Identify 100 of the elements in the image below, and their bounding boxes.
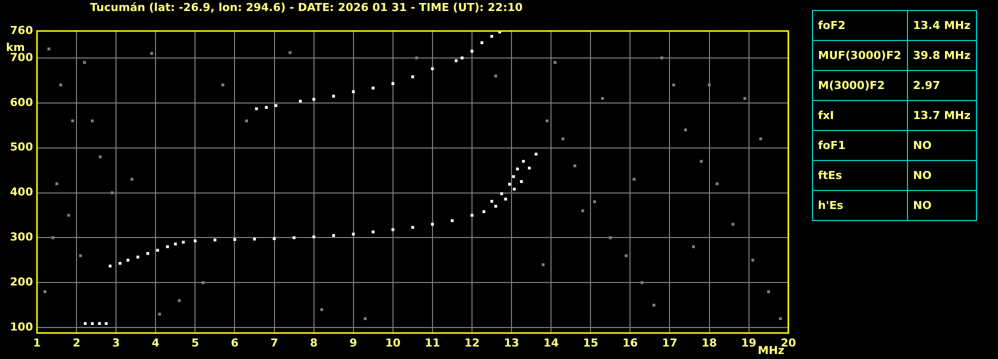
x-tick-label: 20 — [780, 336, 796, 350]
point — [352, 90, 355, 94]
point — [221, 84, 224, 86]
point — [512, 175, 515, 178]
point — [411, 75, 414, 78]
text: 39.8 MHz — [908, 40, 976, 70]
x-tick-label: 8 — [310, 336, 318, 350]
point — [43, 290, 46, 294]
text: M(3000)F2 — [812, 70, 908, 100]
point — [332, 94, 335, 98]
x-tick-label: 17 — [662, 336, 678, 350]
y-tick-label: 300 — [10, 230, 34, 244]
point — [640, 281, 644, 284]
x-tick-label: 16 — [622, 336, 638, 350]
x-tick-label: 4 — [152, 336, 160, 350]
x-tick-label: 2 — [72, 336, 80, 350]
point — [632, 178, 636, 181]
point — [743, 96, 746, 100]
point — [83, 61, 86, 64]
point — [500, 192, 504, 196]
point — [332, 234, 335, 237]
point — [482, 210, 486, 214]
point — [508, 182, 511, 186]
point — [214, 238, 216, 242]
point — [166, 245, 169, 248]
point — [516, 168, 519, 170]
point — [126, 258, 130, 262]
point — [364, 317, 367, 320]
point — [460, 56, 464, 60]
point — [372, 86, 375, 90]
point — [528, 166, 531, 170]
point — [692, 245, 695, 248]
point — [708, 84, 711, 86]
point — [779, 317, 782, 320]
point — [79, 254, 82, 258]
point — [450, 219, 454, 222]
point — [652, 304, 656, 307]
point — [767, 290, 770, 294]
point — [700, 160, 703, 163]
point — [233, 238, 236, 241]
point — [391, 228, 394, 232]
point — [480, 41, 484, 44]
point — [136, 256, 140, 258]
point — [194, 239, 197, 242]
point — [415, 56, 418, 60]
point — [490, 34, 494, 38]
point — [253, 238, 256, 240]
text: 13.7 MHz — [908, 100, 976, 130]
point — [150, 52, 154, 55]
point — [320, 308, 324, 312]
point — [494, 74, 498, 78]
x-tick-label: 18 — [702, 336, 717, 350]
point — [431, 222, 434, 226]
text: 2.97 — [908, 70, 976, 100]
point — [298, 100, 302, 103]
point — [59, 84, 62, 86]
text: 13.4 MHz — [908, 10, 976, 40]
point — [264, 106, 268, 109]
point — [391, 82, 394, 85]
point — [684, 128, 687, 132]
x-tick-label: 9 — [350, 336, 358, 350]
point — [47, 48, 50, 50]
point — [71, 119, 74, 122]
text: h'Es — [812, 190, 908, 220]
chart-title: Tucumán (lat: -26.9, lon: 294.6) - DATE: 2026 01 31 - TIME (UT): 22:10 — [90, 1, 523, 14]
point — [732, 222, 734, 226]
text: MUF(3000)F2 — [812, 40, 908, 70]
text: ftEs — [812, 160, 908, 190]
x-tick-label: 19 — [741, 336, 756, 350]
point — [759, 137, 762, 140]
y-tick-label: 500 — [10, 140, 34, 154]
point — [90, 322, 94, 325]
point — [608, 236, 612, 240]
point — [255, 107, 258, 110]
point — [274, 104, 278, 108]
text: foF1 — [812, 130, 908, 160]
point — [672, 84, 676, 86]
text: NO — [908, 190, 976, 220]
point — [130, 178, 134, 181]
x-tick-label: 6 — [230, 336, 239, 350]
x-tick-label: 5 — [191, 336, 200, 350]
y-tick-label: 400 — [10, 186, 34, 199]
point — [272, 237, 276, 240]
x-tick-label: 1 — [33, 336, 41, 350]
point — [158, 312, 162, 316]
point — [245, 119, 248, 122]
point — [156, 248, 160, 252]
point — [660, 56, 664, 60]
point — [352, 232, 355, 236]
point — [202, 281, 204, 284]
point — [411, 226, 414, 229]
text: fxI — [812, 100, 908, 130]
y-tick-label: 100 — [10, 320, 34, 334]
y-tick-label: 200 — [10, 276, 34, 289]
point — [110, 191, 114, 194]
point — [454, 59, 458, 62]
y-tick-label: 600 — [10, 96, 34, 109]
x-tick-label: 11 — [424, 336, 440, 350]
point — [90, 119, 94, 122]
point — [372, 230, 375, 234]
